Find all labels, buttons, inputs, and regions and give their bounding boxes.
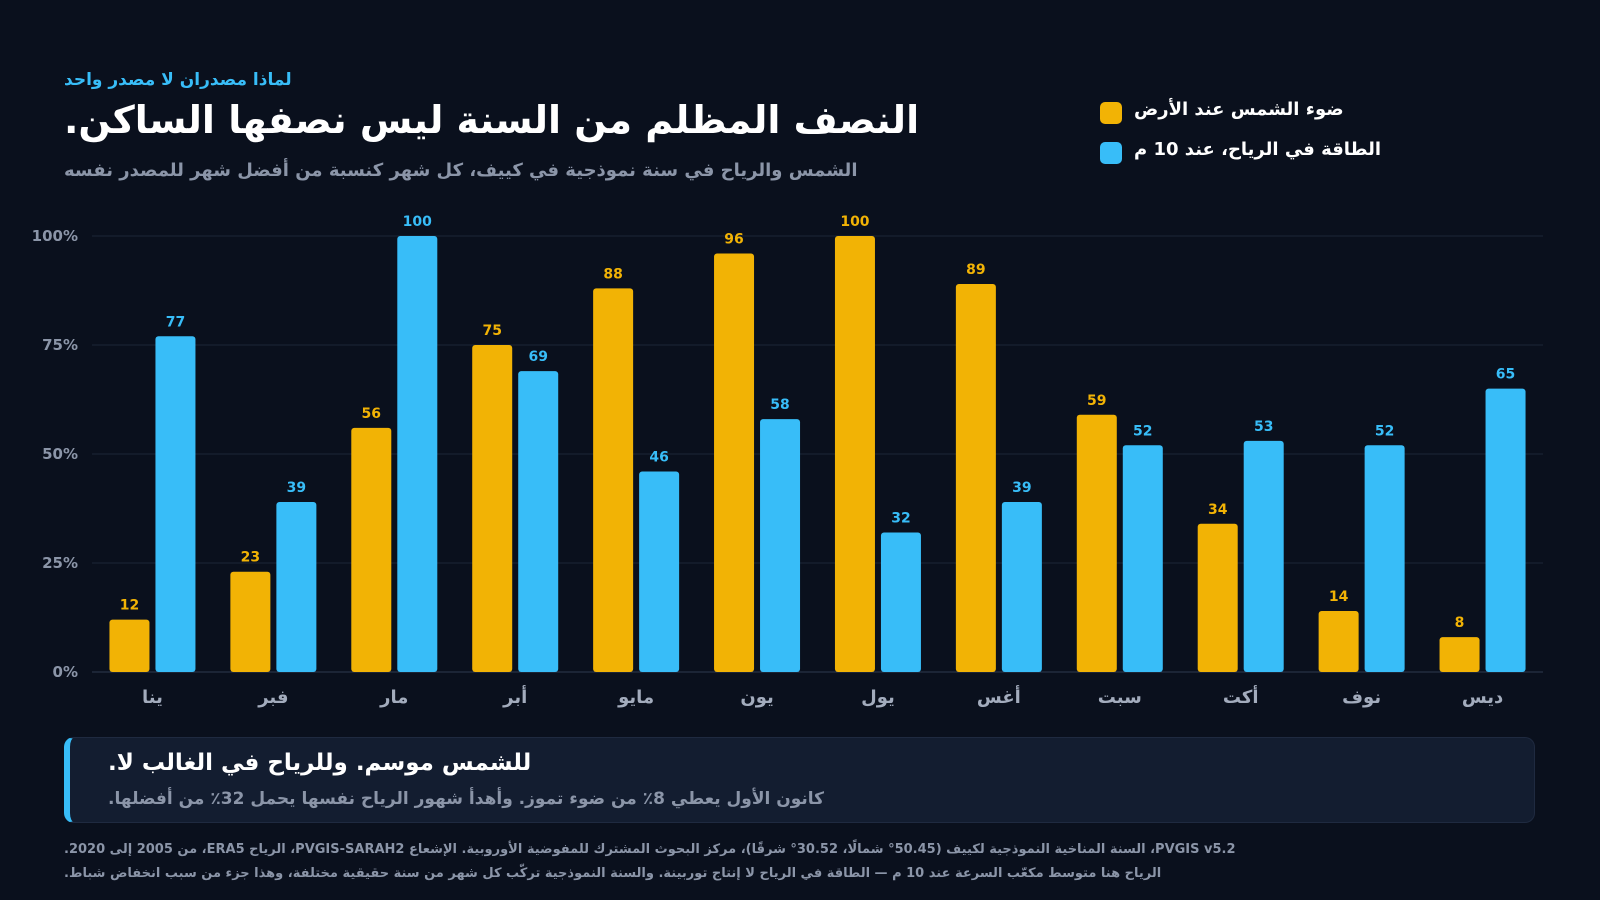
bar-solar [714,253,755,672]
bar-solar [955,283,996,672]
data-label-solar: 59 [1087,393,1106,409]
x-tick-label: مار [379,687,408,708]
bar-wind [1485,388,1526,672]
x-tick-label: أغس [977,685,1021,708]
legend-swatch-wind [1100,142,1122,164]
bar-wind [1243,440,1284,672]
bar-wind [276,501,317,672]
data-label-solar: 12 [120,598,139,614]
data-label-solar: 75 [482,323,501,339]
legend-swatch-solar [1100,102,1122,124]
bar-wind [155,336,196,672]
data-label-solar: 8 [1455,615,1465,631]
bar-solar [472,345,513,672]
data-label-solar: 89 [966,262,985,278]
data-label-wind: 100 [403,214,432,230]
data-label-solar: 100 [840,214,869,230]
bar-wind [518,371,559,672]
callout-title: للشمس موسم. وللرياح في الغالب لا. [108,750,532,776]
bar-solar [351,427,392,672]
x-tick-label: سبت [1098,687,1142,708]
data-label-wind: 52 [1375,423,1394,439]
bar-solar [109,619,150,672]
bar-solar [230,571,271,672]
data-label-solar: 88 [603,266,622,282]
x-tick-label: أبر [502,685,527,708]
bar-wind [760,419,801,672]
bar-wind [1001,501,1042,672]
data-label-wind: 65 [1496,367,1515,383]
y-tick-label: 50% [42,445,78,463]
legend-label-wind: الطاقة في الرياح، عند 10 م [1134,139,1382,160]
data-label-solar: 56 [362,406,381,422]
data-label-wind: 39 [287,480,306,496]
data-label-solar: 34 [1208,502,1228,518]
page-title: النصف المظلم من السنة ليس نصفها الساكن. [64,98,920,142]
bar-wind [397,236,438,672]
data-label-wind: 58 [770,397,789,413]
y-tick-label: 75% [42,336,78,354]
kicker: لماذا مصدران لا مصدر واحد [64,70,292,90]
data-label-solar: 96 [724,231,743,247]
bar-wind [1364,445,1405,672]
y-tick-label: 0% [53,663,78,681]
data-label-wind: 32 [891,510,910,526]
legend-label-solar: ضوء الشمس عند الأرض [1134,99,1344,120]
x-tick-label: ديس [1462,687,1503,708]
bar-solar [1076,414,1117,672]
bar-chart: 0% 25% 50% 75% 100% 12 77 ينا 23 39 فبر 56 100 مار 75 6… [32,214,1543,708]
page-subtitle: الشمس والرياح في سنة نموذجية في كييف، كل… [64,160,858,181]
x-tick-label: يون [740,687,773,708]
data-label-wind: 52 [1133,423,1152,439]
y-tick-label: 25% [42,554,78,572]
data-label-solar: 23 [241,550,260,566]
x-tick-label: مايو [617,687,654,708]
x-tick-label: ينا [142,687,163,708]
callout-text: كانون الأول يعطي 8٪ من ضوء تموز. وأهدأ ش… [108,789,825,809]
data-label-solar: 14 [1329,589,1349,605]
x-tick-label: فبر [257,687,288,708]
bar-solar [834,236,875,672]
bar-wind [639,471,680,672]
bar-solar [1318,610,1359,672]
x-tick-label: أكت [1223,685,1259,708]
x-tick-label: يول [861,687,895,708]
x-tick-label: نوف [1342,687,1381,708]
bar-wind [1122,445,1163,672]
y-tick-label: 100% [32,227,78,245]
data-label-wind: 69 [528,349,547,365]
bar-solar [1197,523,1238,672]
source-note-line-1: PVGIS v5.2، السنة المناخية النموذجية لكي… [64,842,1236,857]
callout-box: للشمس موسم. وللرياح في الغالب لا. كانون … [64,737,1535,823]
source-note-line-2: الرياح هنا متوسط مكعّب السرعة عند 10 م —… [64,866,1162,881]
bar-wind [880,532,921,672]
data-label-wind: 77 [166,314,185,330]
bar-solar [593,288,634,672]
bar-solar [1439,637,1480,672]
data-label-wind: 53 [1254,419,1273,435]
data-label-wind: 39 [1012,480,1031,496]
data-label-wind: 46 [649,449,668,465]
